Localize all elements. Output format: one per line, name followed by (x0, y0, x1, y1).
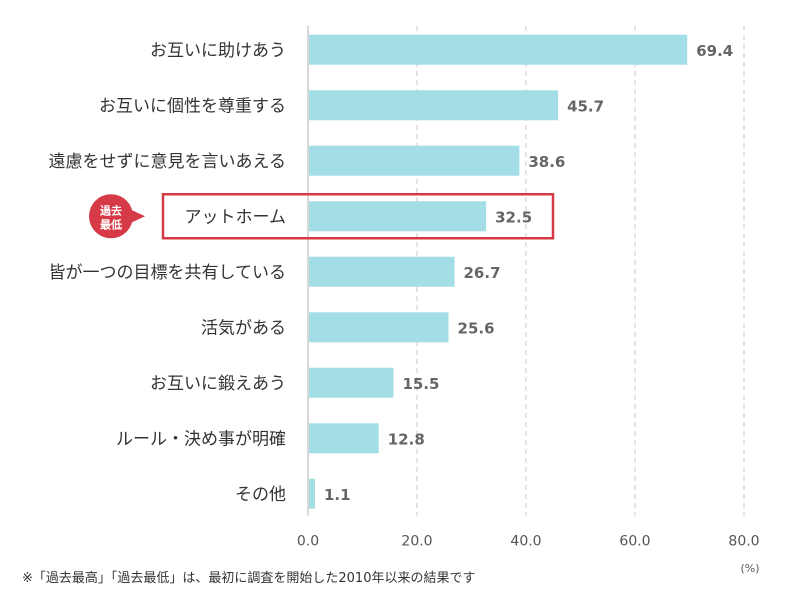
bar (309, 201, 487, 232)
x-tick-label: 40.0 (510, 534, 541, 550)
highlight-group: 過去最低 (89, 193, 555, 240)
bar (309, 90, 559, 121)
category-label: 活気がある (201, 318, 286, 338)
x-unit-label: (%) (740, 562, 759, 575)
footnote: ※「過去最高」「過去最低」は、最初に調査を開始した2010年以来の結果です (22, 570, 475, 586)
category-labels: お互いに助けあうお互いに個性を尊重する遠慮をせずに意見を言いあえるアットホーム皆… (49, 41, 287, 505)
value-label: 25.6 (458, 319, 495, 337)
x-tick-label: 0.0 (297, 534, 319, 550)
value-label: 1.1 (324, 486, 351, 504)
badge-text: 過去 (99, 203, 122, 217)
bar (309, 367, 394, 398)
bar (309, 145, 520, 176)
x-tick-label: 60.0 (619, 534, 650, 550)
highlight-box (161, 193, 555, 240)
value-label: 12.8 (388, 430, 425, 448)
category-label: その他 (235, 485, 286, 505)
bar (309, 423, 379, 454)
value-label: 32.5 (495, 208, 532, 226)
value-label: 45.7 (567, 97, 604, 115)
bar (309, 478, 315, 509)
bar (309, 34, 688, 65)
category-label: 遠慮をせずに意見を言いあえる (49, 152, 287, 172)
category-label: アットホーム (185, 207, 287, 227)
value-label: 15.5 (402, 375, 439, 393)
bars (309, 34, 688, 509)
bar (309, 256, 455, 287)
category-label: お互いに助けあう (150, 41, 286, 61)
badge-circle (89, 194, 133, 239)
category-label: お互いに個性を尊重する (99, 96, 286, 116)
x-tick-label: 80.0 (728, 534, 759, 550)
x-tick-label: 20.0 (401, 534, 432, 550)
value-label: 69.4 (696, 42, 733, 60)
category-label: ルール・決め事が明確 (116, 429, 286, 449)
value-label: 26.7 (464, 264, 501, 282)
x-tick-labels: 0.0 20.0 40.0 60.0 80.0 (297, 534, 760, 550)
category-label: お互いに鍛えあう (150, 374, 286, 394)
category-label: 皆が一つの目標を共有している (49, 263, 287, 283)
bar (309, 312, 449, 343)
value-labels: 69.4 45.7 38.6 32.5 26.7 25.6 15.5 12.8 1.1 (324, 42, 733, 504)
badge-text: 最低 (100, 217, 122, 231)
badge-pointer (130, 209, 145, 224)
value-label: 38.6 (528, 153, 565, 171)
